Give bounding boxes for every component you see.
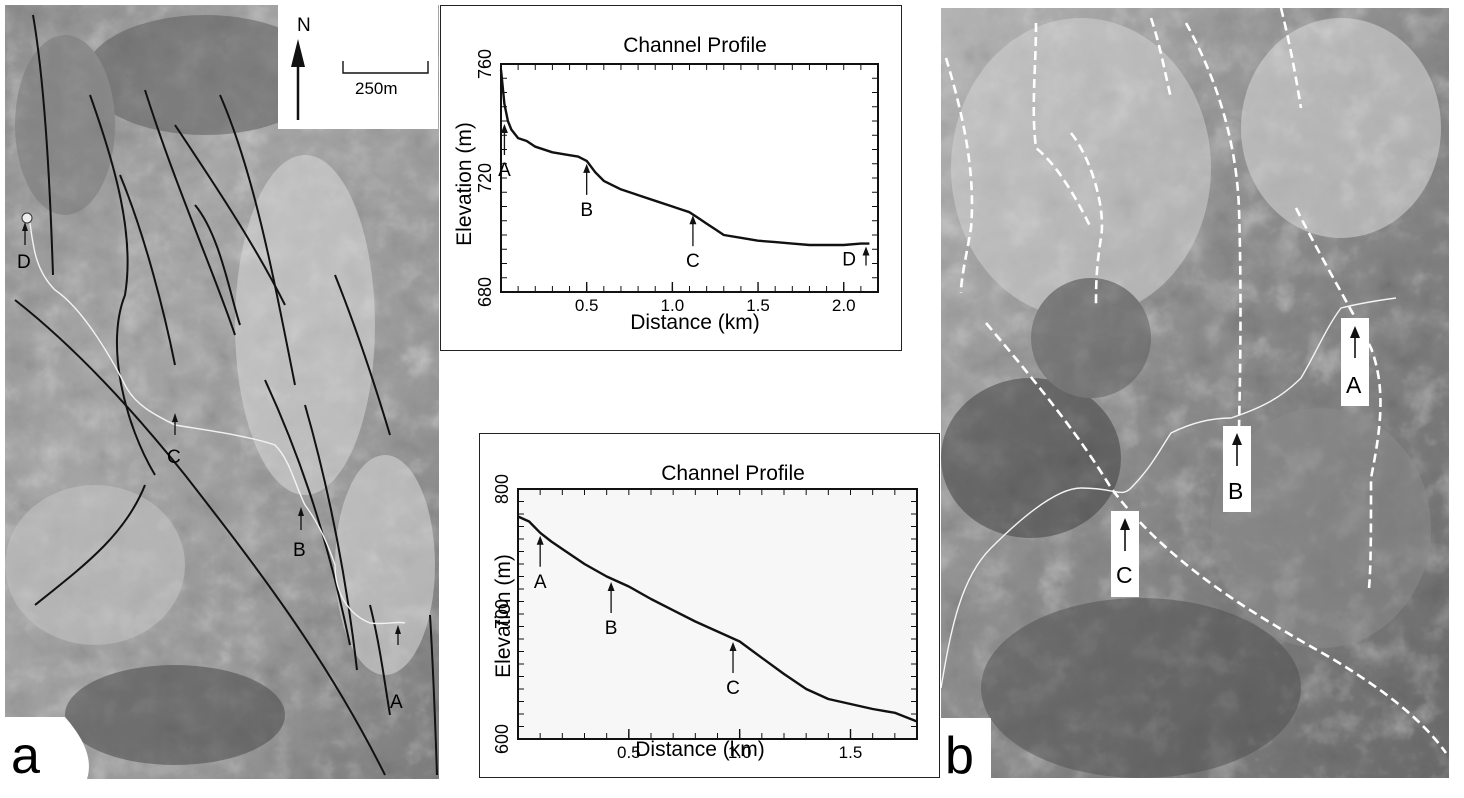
x-tick-label: 2.0 [832,296,856,315]
panel-b-label: b [945,727,974,778]
north-label: N [297,15,311,36]
y-tick-label: 720 [475,163,495,193]
panel-a-map: N 250m D C B A [5,5,439,779]
svg-text:D: D [17,252,31,273]
y-tick-label: 700 [492,599,512,629]
svg-text:B: B [580,200,593,221]
fault-lines [944,8,1448,754]
y-tick-label: 760 [475,49,495,79]
y-axis-label: Elevation (m) [492,554,515,678]
chart-title: Channel Profile [623,34,767,57]
marker-b: B [1223,426,1251,512]
x-tick-label: 0.5 [617,743,641,762]
svg-text:A: A [534,572,547,593]
terrain-shading [5,15,435,765]
svg-text:C: C [726,678,740,699]
profile-marker-c: C [686,215,700,272]
svg-text:A: A [390,692,403,713]
profile-chart-b-svg: Channel Profile Distance (km) Elevation … [492,462,918,762]
x-tick-label: 1.5 [746,296,770,315]
profile-marker-b: B [605,582,618,639]
panel-b-map: A B C b [941,8,1449,778]
profile-marker-b: B [580,163,593,221]
marker-c: C [167,413,181,468]
x-tick-label: 1.5 [839,743,863,762]
marker-b: B [293,507,306,561]
svg-text:D: D [842,250,856,271]
marker-a: A [1341,318,1369,406]
svg-text:C: C [1116,562,1133,588]
profile-chart-a-svg: Channel Profile Distance (km) Elevation … [453,34,879,334]
svg-text:C: C [686,251,700,272]
y-tick-label: 800 [492,474,512,504]
svg-text:A: A [1346,372,1362,398]
profile-marker-c: C [726,642,740,699]
svg-text:B: B [293,540,306,561]
profile-marker-a: A [534,535,547,593]
channel-head-marker [21,212,33,224]
chart-title: Channel Profile [661,462,805,485]
x-axis-label: Distance (km) [635,738,765,761]
north-arrow-icon [291,39,305,120]
svg-text:A: A [498,160,511,181]
scale-label: 250m [355,79,398,98]
scale-bar [342,61,429,74]
x-tick-label: 0.5 [575,296,599,315]
profile-marker-d: D [842,246,870,271]
y-axis-label: Elevation (m) [453,122,476,246]
svg-text:B: B [1228,478,1243,504]
panel-label-bg [941,718,991,778]
terrain-shading [941,18,1441,778]
panel-b-svg: A B C b [941,8,1449,778]
profile-line [499,69,870,247]
plot-frame [500,63,879,293]
panel-a-label: a [11,727,40,779]
profile-chart-b: Channel Profile Distance (km) Elevation … [479,433,940,778]
profile-line [517,515,918,723]
fault-lines [14,14,438,776]
marker-d: D [17,222,31,273]
svg-text:C: C [167,447,181,468]
svg-text:B: B [605,618,618,639]
marker-c: C [1111,511,1139,597]
panel-a-svg: N 250m D C B A [5,5,439,779]
profile-chart-a: Channel Profile Distance (km) Elevation … [440,5,902,351]
y-tick-label: 680 [475,277,495,307]
x-axis-label: Distance (km) [630,311,760,334]
x-tick-label: 1.0 [728,743,752,762]
profile-marker-a: A [498,124,511,181]
plot-frame [517,488,918,740]
y-tick-label: 600 [492,724,512,754]
channel-path [29,222,406,625]
x-tick-label: 1.0 [661,296,685,315]
channel-path [941,297,1397,689]
panel-label-bg [5,717,89,779]
marker-a: A [390,625,403,713]
